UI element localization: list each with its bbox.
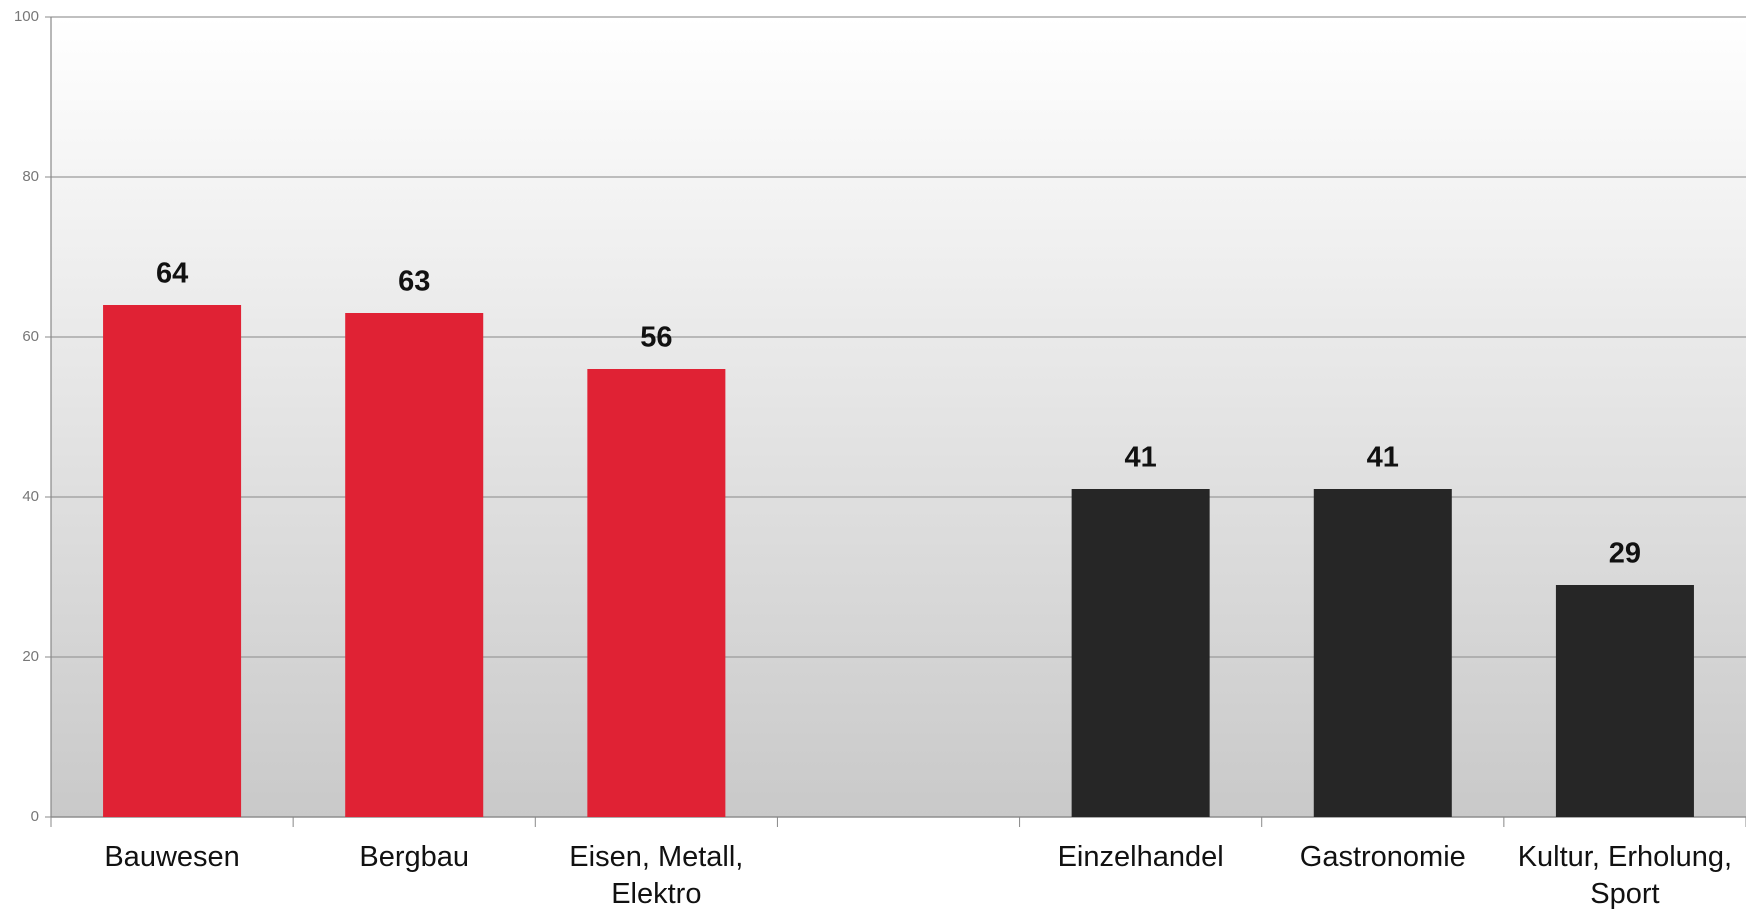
- x-tick-label: Kultur, Erholung, Sport: [1517, 841, 1733, 909]
- value-label: 63: [398, 266, 430, 298]
- x-tick-label: Einzelhandel: [1057, 841, 1224, 873]
- value-label: 41: [1125, 442, 1157, 474]
- bar: [345, 313, 484, 817]
- x-tick-label: Bergbau: [359, 841, 470, 873]
- bar: [1555, 585, 1694, 817]
- value-label: 41: [1367, 442, 1399, 474]
- bar: [1313, 489, 1452, 817]
- x-tick-label: Eisen, Metall, Elektro: [569, 841, 744, 909]
- bar: [587, 369, 726, 817]
- bar: [1071, 489, 1210, 817]
- value-label: 64: [156, 258, 188, 290]
- y-tick-label: 0: [31, 808, 39, 825]
- y-tick-label: 40: [22, 488, 39, 505]
- y-tick-label: 60: [22, 328, 39, 345]
- y-tick-label: 20: [22, 648, 39, 665]
- value-label: 29: [1609, 538, 1641, 570]
- plot-background: [51, 17, 1746, 817]
- y-tick-label: 100: [14, 8, 39, 25]
- bar: [103, 305, 242, 817]
- value-label: 56: [640, 322, 672, 354]
- x-tick-label: Gastronomie: [1299, 841, 1466, 873]
- y-tick-label: 80: [22, 168, 39, 185]
- x-tick-label: Bauwesen: [104, 841, 240, 873]
